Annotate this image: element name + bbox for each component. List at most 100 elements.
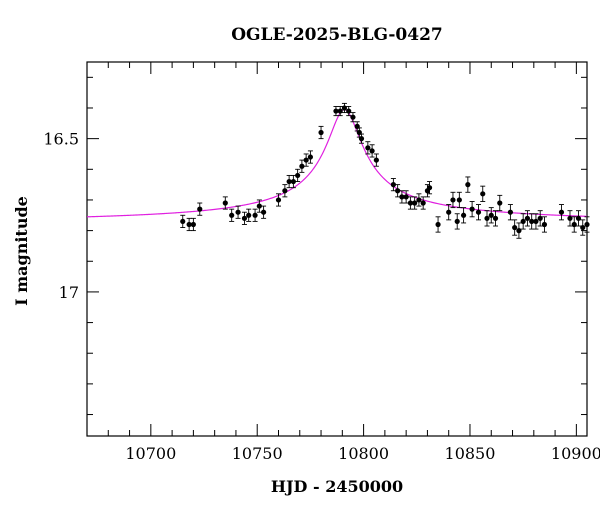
point-marker xyxy=(571,221,577,228)
point-marker xyxy=(480,191,486,197)
point-marker xyxy=(420,200,426,206)
point-marker xyxy=(346,108,352,114)
data-point xyxy=(318,125,324,140)
point-marker xyxy=(435,221,441,228)
data-point xyxy=(465,176,471,193)
data-point xyxy=(303,153,309,167)
data-point xyxy=(282,184,288,198)
point-marker xyxy=(488,212,494,218)
point-marker xyxy=(399,194,405,200)
point-marker xyxy=(295,172,301,179)
data-point xyxy=(333,106,339,117)
data-point xyxy=(426,181,433,195)
data-point xyxy=(584,216,590,233)
point-marker xyxy=(475,209,482,215)
data-point xyxy=(190,217,196,232)
x-axis-label: HJD - 2450000 xyxy=(271,477,403,496)
data-point xyxy=(246,208,252,222)
data-point xyxy=(541,216,548,233)
y-tick-label: 16.5 xyxy=(43,130,79,149)
point-marker xyxy=(450,197,456,203)
chart-title: OGLE-2025-BLG-0427 xyxy=(231,25,443,45)
data-point xyxy=(571,216,577,233)
point-marker xyxy=(584,221,590,228)
data-point xyxy=(252,208,258,222)
point-marker xyxy=(567,215,573,221)
point-marker xyxy=(412,200,418,206)
data-point xyxy=(286,174,292,189)
y-axis-label: I magnitude xyxy=(12,196,31,306)
data-point xyxy=(454,213,460,230)
y-tick-label: 17 xyxy=(59,283,79,302)
data-point xyxy=(260,205,267,219)
point-marker xyxy=(403,194,409,200)
data-point xyxy=(480,185,486,202)
data-point xyxy=(488,207,494,224)
data-point xyxy=(373,153,379,167)
point-marker xyxy=(186,221,192,228)
data-point xyxy=(399,190,405,204)
data-point xyxy=(507,204,514,221)
point-marker xyxy=(260,209,267,215)
data-point xyxy=(390,178,396,192)
point-marker xyxy=(520,218,526,225)
point-marker xyxy=(373,157,379,163)
data-point xyxy=(222,196,228,210)
point-marker xyxy=(365,145,371,151)
point-marker xyxy=(497,200,503,206)
data-point xyxy=(475,204,482,221)
point-marker xyxy=(558,209,565,215)
x-tick-label: 10800 xyxy=(338,444,389,463)
data-point xyxy=(497,194,503,212)
data-point xyxy=(369,144,375,158)
point-marker xyxy=(318,129,324,136)
point-marker xyxy=(524,215,531,221)
data-point xyxy=(558,204,565,221)
point-marker xyxy=(282,188,288,194)
x-tick-label: 10900 xyxy=(551,444,600,463)
data-point xyxy=(516,222,522,239)
point-marker xyxy=(358,136,365,142)
data-point xyxy=(450,191,456,209)
point-marker xyxy=(512,224,518,231)
point-marker xyxy=(454,218,460,225)
data-point xyxy=(520,213,526,230)
plot-frame xyxy=(86,61,588,437)
point-marker xyxy=(460,212,467,218)
point-marker xyxy=(580,224,586,231)
point-marker xyxy=(507,209,514,215)
point-marker xyxy=(275,197,282,203)
point-marker xyxy=(529,218,535,225)
point-marker xyxy=(246,212,252,218)
data-point xyxy=(358,133,365,144)
point-marker xyxy=(241,215,248,221)
data-point xyxy=(307,150,314,164)
point-marker xyxy=(369,148,375,154)
data-point xyxy=(524,210,531,227)
point-marker xyxy=(465,182,471,188)
point-marker xyxy=(416,197,422,203)
point-marker xyxy=(190,221,196,228)
data-point xyxy=(492,210,499,227)
point-marker xyxy=(299,163,305,169)
data-point xyxy=(420,196,426,210)
point-marker xyxy=(337,108,343,114)
data-point xyxy=(446,204,452,221)
point-marker xyxy=(516,228,522,234)
point-marker xyxy=(290,178,296,185)
data-point xyxy=(180,214,186,228)
model-curve xyxy=(86,108,588,218)
x-tick-label: 10850 xyxy=(445,444,496,463)
x-tick-label: 10750 xyxy=(232,444,283,463)
data-point xyxy=(456,191,462,209)
point-marker xyxy=(484,215,490,221)
data-point xyxy=(341,102,348,114)
point-marker xyxy=(537,215,543,221)
x-tick-label: 10700 xyxy=(125,444,176,463)
data-point xyxy=(337,106,343,117)
point-marker xyxy=(426,185,433,191)
data-point xyxy=(435,216,441,233)
point-marker xyxy=(307,154,314,160)
data-point xyxy=(575,210,582,227)
